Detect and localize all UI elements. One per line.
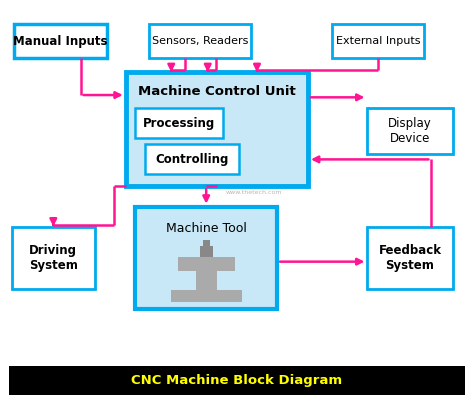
FancyBboxPatch shape (9, 366, 465, 395)
FancyBboxPatch shape (178, 257, 235, 271)
FancyBboxPatch shape (126, 72, 308, 186)
FancyBboxPatch shape (135, 207, 277, 309)
Text: External Inputs: External Inputs (336, 36, 420, 46)
Text: Machine Control Unit: Machine Control Unit (138, 85, 296, 98)
FancyBboxPatch shape (367, 108, 453, 154)
Text: Display
Device: Display Device (388, 117, 432, 145)
FancyBboxPatch shape (14, 24, 107, 58)
FancyBboxPatch shape (171, 290, 242, 302)
Text: Machine Tool: Machine Tool (166, 222, 246, 235)
Text: www.thetech.com: www.thetech.com (225, 190, 282, 195)
FancyBboxPatch shape (135, 108, 223, 138)
FancyBboxPatch shape (367, 227, 453, 289)
Text: Controlling: Controlling (155, 153, 228, 166)
Text: CNC Machine Block Diagram: CNC Machine Block Diagram (131, 374, 343, 387)
FancyBboxPatch shape (332, 24, 424, 58)
FancyBboxPatch shape (149, 24, 251, 58)
FancyBboxPatch shape (145, 144, 239, 174)
Text: Processing: Processing (143, 117, 215, 130)
Text: Feedback
System: Feedback System (379, 244, 441, 271)
FancyBboxPatch shape (12, 227, 95, 289)
Text: Sensors, Readers: Sensors, Readers (152, 36, 248, 46)
FancyBboxPatch shape (203, 240, 210, 246)
Text: Driving
System: Driving System (29, 244, 78, 271)
FancyBboxPatch shape (196, 271, 217, 290)
FancyBboxPatch shape (200, 246, 213, 257)
Text: Manual Inputs: Manual Inputs (13, 34, 108, 48)
